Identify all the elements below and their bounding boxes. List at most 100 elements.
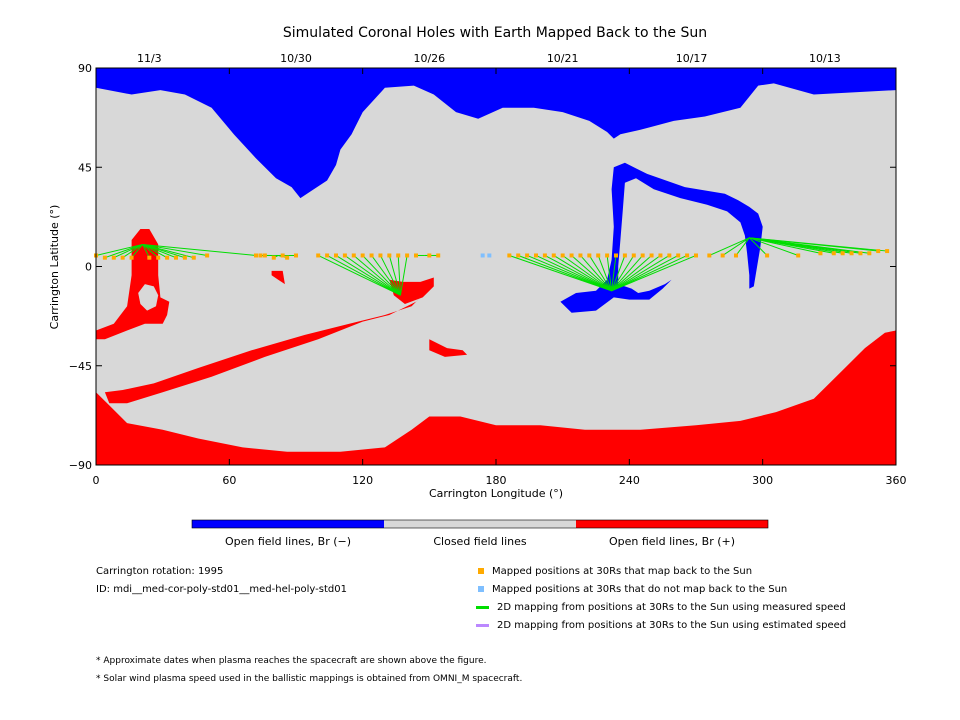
top-date-axis: 11/3 10/30 10/26 10/21 10/17 10/13 [137, 52, 841, 65]
mapped-point [325, 253, 330, 258]
closed-field-background [96, 68, 896, 465]
closed-hole-in-western-arm [138, 284, 159, 311]
mapped-point [342, 253, 347, 258]
mapped-point [427, 253, 432, 258]
mapped-point [534, 253, 538, 258]
mapped-point [587, 253, 592, 258]
mapping-line [544, 255, 612, 292]
legend-estimated-label: 2D mapping from positions at 30Rs to the… [497, 620, 847, 631]
unmapped-point [480, 253, 485, 258]
mapping-line [335, 255, 401, 296]
footnote-dates: * Approximate dates when plasma reaches … [96, 656, 487, 666]
mapping-line [142, 243, 257, 256]
colorbar: Open field lines, Br (−) Closed field lin… [191, 519, 769, 548]
mapped-point [622, 253, 627, 258]
region-longitude-140-spot [389, 277, 434, 304]
mapped-point [694, 253, 698, 258]
x-tick-label: 300 [752, 474, 773, 487]
legend-not-mapped-label: Mapped positions at 30Rs that do not map… [492, 584, 788, 595]
colorbar-label: Open field lines, Br (+) [609, 535, 735, 548]
mapped-point [280, 253, 285, 258]
unmapped-point [487, 253, 492, 258]
mapping-line [526, 255, 612, 292]
coronal-hole-regions [96, 68, 896, 465]
mapped-point [360, 253, 365, 258]
mapping-line [749, 237, 799, 256]
mapping-line [326, 255, 401, 296]
mapping-line [142, 244, 168, 259]
mapping-line [142, 243, 194, 259]
footnote-speed: * Solar wind plasma speed used in the ba… [96, 674, 523, 684]
mapping-line [749, 237, 870, 254]
mapped-point [182, 255, 187, 260]
mapping-line [397, 255, 401, 296]
mapping-line [749, 237, 888, 252]
top-date-label: 10/26 [413, 52, 445, 65]
mapping-line [709, 237, 750, 256]
y-tick-label: 90 [78, 62, 92, 75]
mapped-point [560, 253, 565, 258]
mapping-line [388, 255, 401, 296]
mapping-line [611, 255, 635, 292]
mapping-line [611, 255, 652, 292]
y-tick-label: 45 [78, 161, 92, 174]
mapped-point [156, 255, 161, 260]
mapped-point [734, 253, 738, 258]
mapped-point [765, 253, 770, 258]
mapped-point [658, 253, 663, 258]
run-id: ID: mdi__med-cor-poly-std01__med-hel-pol… [96, 584, 347, 595]
mapped-point [351, 253, 356, 258]
mapped-point [885, 249, 890, 254]
mapped-point [569, 253, 574, 258]
carrington-rotation: Carrington rotation: 1995 [96, 566, 224, 577]
mapped-point [516, 253, 521, 258]
lightblue-square-icon [478, 586, 484, 592]
top-date-label: 10/30 [280, 52, 312, 65]
mapped-point [542, 253, 547, 258]
colorbar-segment [192, 520, 384, 528]
region-south-polar-hole [96, 330, 896, 465]
mapping-line [95, 243, 143, 256]
mapped-point [507, 253, 512, 258]
mapped-point [551, 253, 556, 258]
mapped-point [147, 255, 152, 260]
chart-title: Simulated Coronal Holes with Earth Mappe… [283, 25, 707, 41]
mapped-point [262, 253, 267, 258]
mapping-line [611, 255, 679, 292]
mapping-line [748, 237, 768, 256]
mapping-line [735, 237, 750, 256]
x-axis-label: Carrington Longitude (°) [429, 487, 563, 500]
mapped-point [369, 253, 374, 258]
mapping-line [518, 255, 612, 292]
mapping-line [113, 243, 143, 259]
legend-mapped-back-label: Mapped positions at 30Rs that map back t… [492, 566, 753, 577]
y-tick-label: −90 [69, 459, 92, 472]
mapping-line [362, 255, 401, 296]
mapping-line [611, 255, 697, 292]
y-tick-label: −45 [69, 360, 92, 373]
x-tick-label: 360 [886, 474, 907, 487]
y-axis-label: Carrington Latitude (°) [48, 205, 61, 330]
mapping-line [142, 243, 208, 256]
mapping-line [509, 254, 612, 292]
mapped-point [414, 253, 418, 258]
mapped-point [285, 255, 290, 260]
mapped-point [258, 253, 263, 258]
top-date-label: 10/21 [547, 52, 579, 65]
mapping-line [553, 255, 612, 292]
mapped-point [205, 253, 210, 258]
mapping-line [379, 255, 401, 296]
mapped-point [631, 253, 636, 258]
mapped-point [818, 251, 823, 256]
mapping-line [535, 255, 612, 292]
mapping-lines [95, 237, 888, 296]
mapped-point [858, 251, 863, 256]
mapping-line [122, 244, 143, 259]
mapping-line [588, 255, 612, 292]
top-date-label: 10/17 [676, 52, 708, 65]
mapping-line [353, 255, 401, 296]
mapping-line [611, 255, 626, 291]
region-longitude-80-spot [271, 270, 285, 285]
mapped-point [676, 253, 681, 258]
region-north-polar-hole [96, 68, 896, 199]
